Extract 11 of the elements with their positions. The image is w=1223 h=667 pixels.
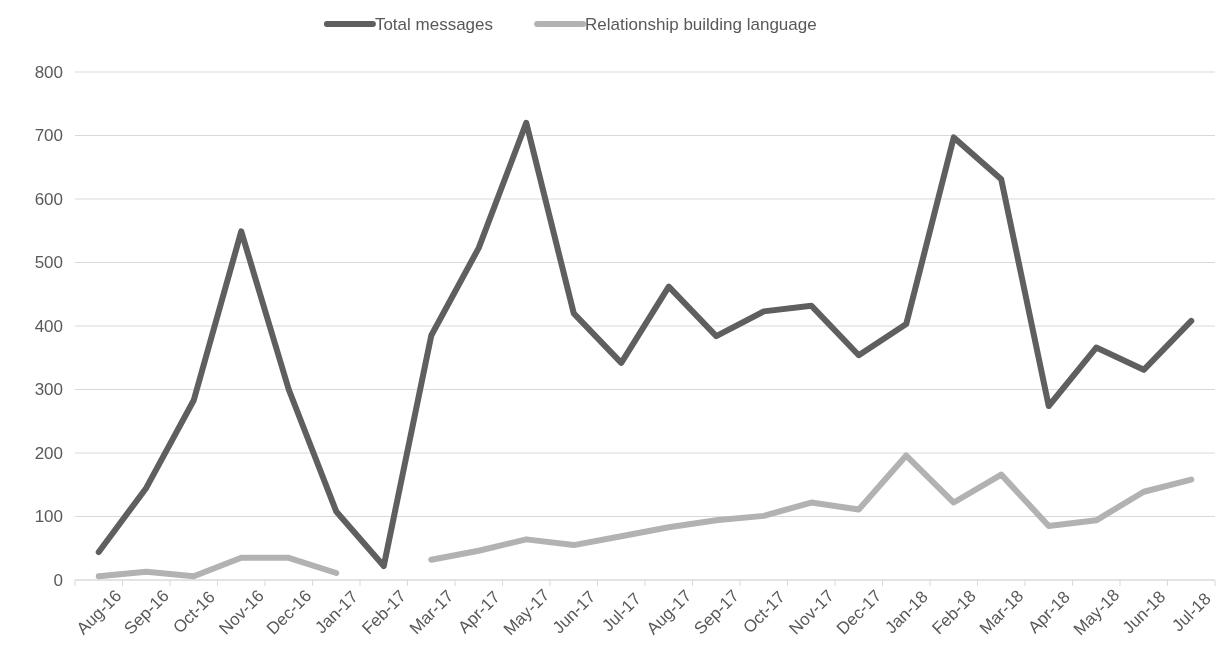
legend-label: Total messages bbox=[374, 14, 494, 34]
legend-label: Relationship building language bbox=[585, 14, 817, 34]
y-tick-label: 500 bbox=[34, 253, 63, 273]
y-tick-label: 0 bbox=[53, 570, 63, 590]
y-tick-label: 300 bbox=[34, 380, 63, 400]
y-tick-label: 700 bbox=[34, 126, 63, 146]
y-tick-label: 600 bbox=[34, 189, 63, 209]
y-tick-label: 800 bbox=[34, 62, 63, 82]
y-tick-label: 200 bbox=[34, 443, 63, 463]
y-tick-label: 400 bbox=[34, 316, 63, 336]
y-tick-label: 100 bbox=[34, 507, 63, 527]
